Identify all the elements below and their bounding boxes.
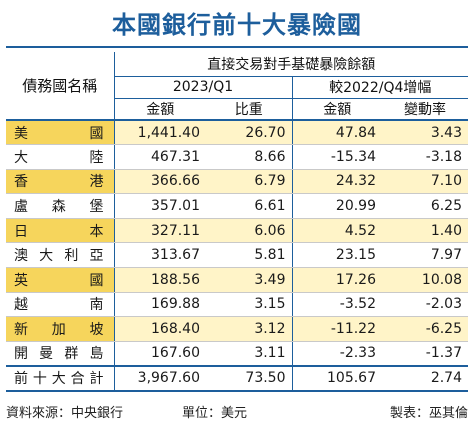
change-rate-cell: 1.40	[382, 218, 468, 244]
unit-note: 單位：美元	[182, 405, 248, 421]
amount-cell: 1,441.40	[114, 120, 206, 146]
share-cell: 3.15	[206, 292, 293, 318]
col-header-share: 比重	[206, 98, 293, 121]
amount-cell: 168.40	[114, 316, 206, 342]
table-row: 英國 188.56 3.49 17.26 10.08	[6, 267, 468, 293]
table-row: 大陸 467.31 8.66 -15.34 -3.18	[6, 144, 468, 170]
country-name: 新加坡	[6, 316, 115, 342]
change-rate-cell: 7.97	[382, 242, 468, 269]
change-amount-cell: -3.52	[292, 292, 382, 318]
table-row: 開曼群島 167.60 3.11 -2.33 -1.37	[6, 341, 468, 367]
table-row: 日本 327.11 6.06 4.52 1.40	[6, 218, 468, 244]
footer: 資料來源：中央銀行 單位：美元 製表：巫其倫	[6, 400, 468, 422]
amount-cell: 357.01	[114, 193, 206, 219]
change-amount-cell: -2.33	[292, 341, 382, 367]
total-row: 前十大合計 3,967.60 73.50 105.67 2.74	[6, 364, 468, 392]
table-row: 新加坡 168.40 3.12 -11.22 -6.25	[6, 316, 468, 342]
col-header-amount: 金額	[114, 98, 206, 121]
page-title: 本國銀行前十大暴險國	[112, 10, 362, 39]
share-cell: 3.49	[206, 267, 293, 293]
change-amount-cell: 23.15	[292, 242, 382, 269]
source-note: 資料來源：中央銀行	[6, 405, 124, 421]
col-header-change-rate: 變動率	[382, 98, 468, 121]
change-rate-cell: 3.43	[382, 120, 468, 146]
country-column-header: 債務國名稱	[6, 52, 115, 121]
change-rate-cell: -1.37	[382, 341, 468, 367]
share-cell: 26.70	[206, 120, 293, 146]
change-rate-cell: -6.25	[382, 316, 468, 342]
amount-cell: 3,967.60	[114, 364, 206, 392]
share-cell: 8.66	[206, 144, 293, 170]
change-amount-cell: -11.22	[292, 316, 382, 342]
period-header-2023q1: 2023/Q1	[114, 76, 293, 99]
table-header: 債務國名稱 直接交易對手基礎暴險餘額 2023/Q1 較2022/Q4增幅 金額…	[6, 52, 468, 121]
title-divider	[6, 46, 468, 48]
country-name: 香港	[6, 169, 115, 195]
table-row: 澳大利亞 313.67 5.81 23.15 7.97	[6, 242, 468, 269]
change-rate-cell: 10.08	[382, 267, 468, 293]
country-name: 盧森堡	[6, 193, 115, 219]
change-rate-cell: 6.25	[382, 193, 468, 219]
amount-cell: 467.31	[114, 144, 206, 170]
amount-cell: 188.56	[114, 267, 206, 293]
change-amount-cell: 4.52	[292, 218, 382, 244]
change-amount-cell: 105.67	[292, 364, 382, 392]
country-name: 大陸	[6, 144, 115, 170]
change-amount-cell: -15.34	[292, 144, 382, 170]
table-body: 美國 1,441.40 26.70 47.84 3.43 大陸 467.31 8.66 -15.…	[6, 120, 468, 392]
amount-cell: 366.66	[114, 169, 206, 195]
country-name: 越南	[6, 292, 115, 318]
amount-cell: 169.88	[114, 292, 206, 318]
share-cell: 6.06	[206, 218, 293, 244]
country-name: 前十大合計	[6, 364, 115, 392]
country-name: 開曼群島	[6, 341, 115, 367]
table-row: 越南 169.88 3.15 -3.52 -2.03	[6, 292, 468, 318]
maker-note: 製表：巫其倫	[389, 405, 468, 421]
change-amount-cell: 24.32	[292, 169, 382, 195]
share-cell: 5.81	[206, 242, 293, 269]
period-header-change: 較2022/Q4增幅	[292, 76, 468, 99]
group-header: 直接交易對手基礎暴險餘額	[114, 52, 468, 77]
share-cell: 6.61	[206, 193, 293, 219]
col-header-change-amount: 金額	[292, 98, 382, 121]
change-amount-cell: 20.99	[292, 193, 382, 219]
amount-cell: 327.11	[114, 218, 206, 244]
share-cell: 73.50	[206, 364, 293, 392]
change-amount-cell: 47.84	[292, 120, 382, 146]
share-cell: 3.11	[206, 341, 293, 367]
country-name: 英國	[6, 267, 115, 293]
country-name: 澳大利亞	[6, 242, 115, 269]
share-cell: 6.79	[206, 169, 293, 195]
country-name: 日本	[6, 218, 115, 244]
amount-cell: 167.60	[114, 341, 206, 367]
table-row: 香港 366.66 6.79 24.32 7.10	[6, 169, 468, 195]
share-cell: 3.12	[206, 316, 293, 342]
table-row: 盧森堡 357.01 6.61 20.99 6.25	[6, 193, 468, 219]
title-bar: 本國銀行前十大暴險國	[0, 0, 474, 44]
change-rate-cell: 2.74	[382, 364, 468, 392]
exposure-table: 債務國名稱 直接交易對手基礎暴險餘額 2023/Q1 較2022/Q4增幅 金額…	[6, 52, 468, 392]
table-row: 美國 1,441.40 26.70 47.84 3.43	[6, 120, 468, 146]
change-amount-cell: 17.26	[292, 267, 382, 293]
change-rate-cell: 7.10	[382, 169, 468, 195]
country-name: 美國	[6, 120, 115, 146]
amount-cell: 313.67	[114, 242, 206, 269]
change-rate-cell: -3.18	[382, 144, 468, 170]
change-rate-cell: -2.03	[382, 292, 468, 318]
